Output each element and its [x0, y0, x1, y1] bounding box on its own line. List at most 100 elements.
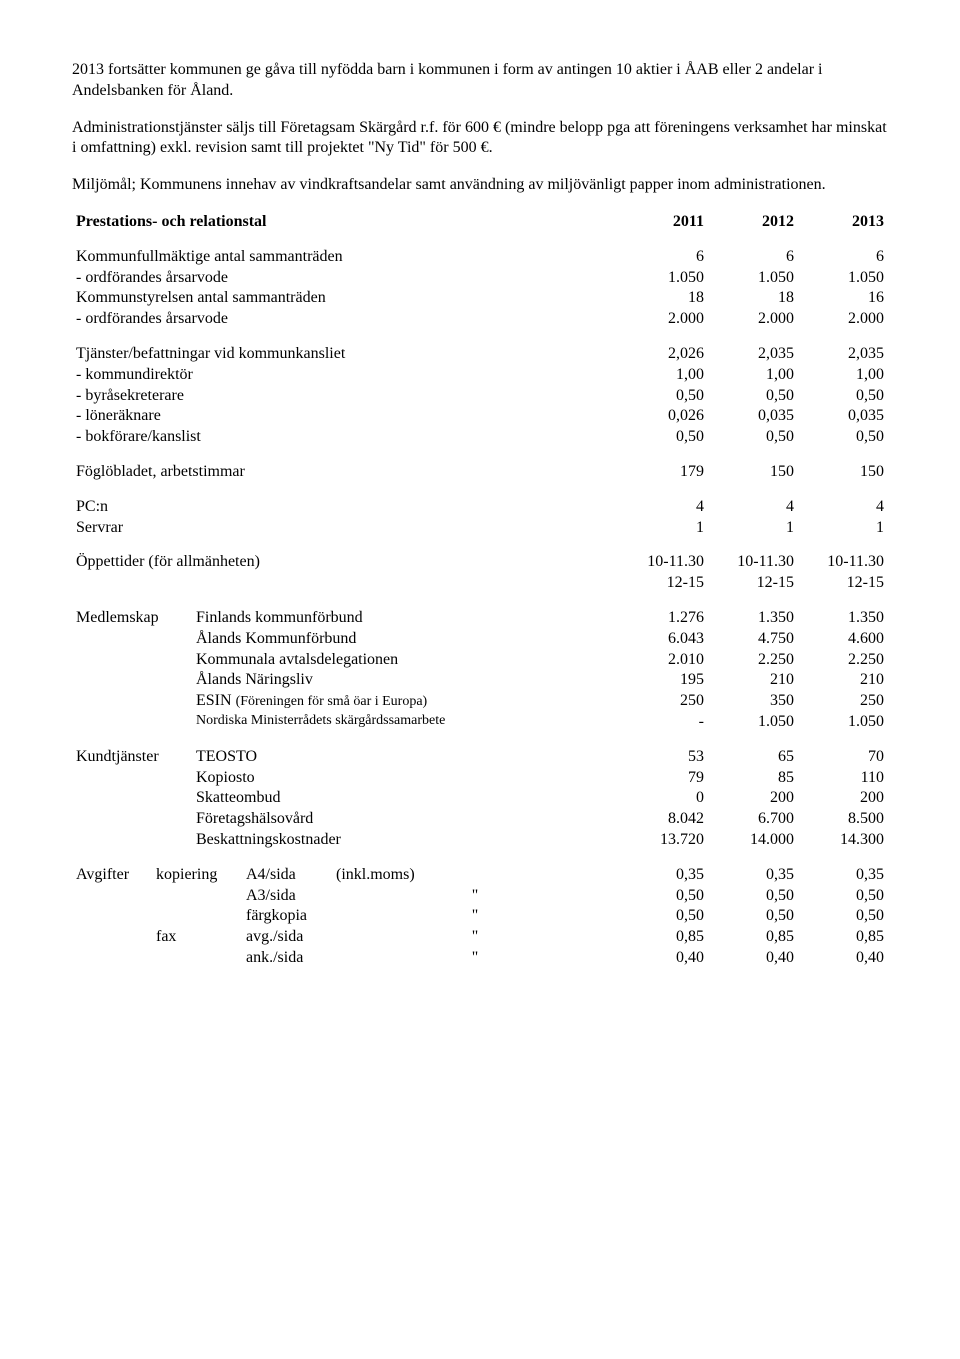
row-value: 0,026: [618, 406, 708, 427]
row-label: färgkopia: [242, 906, 332, 927]
table-row: Föglöbladet, arbetstimmar 179 150 150: [72, 462, 888, 483]
row-value: 1.050: [798, 712, 888, 733]
row-value: 0,85: [798, 927, 888, 948]
row-value: 0,50: [708, 427, 798, 448]
row-value: 110: [798, 768, 888, 789]
row-label: ": [332, 927, 618, 948]
row-value: 0,035: [708, 406, 798, 427]
row-value: 1: [798, 518, 888, 539]
row-label: Nordiska Ministerrådets skärgårdssamarbe…: [192, 712, 618, 733]
row-label: kopiering: [152, 865, 242, 886]
row-value: 1.350: [708, 608, 798, 629]
row-value: 1.276: [618, 608, 708, 629]
table-row: - kommundirektör 1,00 1,00 1,00: [72, 365, 888, 386]
row-label: Skatteombud: [192, 788, 618, 809]
year-2012: 2012: [708, 212, 798, 233]
row-value: 2.010: [618, 650, 708, 671]
row-value: 1,00: [618, 365, 708, 386]
row-label: avg./sida: [242, 927, 332, 948]
row-value: 0,35: [708, 865, 798, 886]
row-value: 65: [708, 747, 798, 768]
row-value: 14.300: [798, 830, 888, 851]
row-value: 1: [618, 518, 708, 539]
table-row: ESIN (Föreningen för små öar i Europa) 2…: [72, 691, 888, 712]
avgifter-table: Avgifter kopiering A4/sida (inkl.moms) 0…: [72, 865, 888, 969]
table-row: Öppettider (för allmänheten) 10-11.30 10…: [72, 552, 888, 573]
kundtjanster-table: Kundtjänster TEOSTO 53 65 70 Kopiosto 79…: [72, 747, 888, 851]
table-row: Kommunstyrelsen antal sammanträden 18 18…: [72, 288, 888, 309]
row-value: 12-15: [708, 573, 798, 594]
row-value: 6.043: [618, 629, 708, 650]
row-value: 0,40: [708, 948, 798, 969]
row-value: 250: [618, 691, 708, 712]
kundtjanster-title: Kundtjänster: [72, 747, 192, 768]
row-label: Ålands Näringsliv: [192, 670, 618, 691]
row-value: 79: [618, 768, 708, 789]
table-row: Ålands Kommunförbund 6.043 4.750 4.600: [72, 629, 888, 650]
row-label: Kommunala avtalsdelegationen: [192, 650, 618, 671]
row-label: Kommunstyrelsen antal sammanträden: [72, 288, 618, 309]
row-value: 1,00: [798, 365, 888, 386]
row-value: 350: [708, 691, 798, 712]
row-value: 200: [708, 788, 798, 809]
row-label: ank./sida: [242, 948, 332, 969]
row-value: 6.700: [708, 809, 798, 830]
row-label: [152, 906, 242, 927]
table-row: Avgifter kopiering A4/sida (inkl.moms) 0…: [72, 865, 888, 886]
row-value: 1.050: [708, 712, 798, 733]
row-label: ": [332, 948, 618, 969]
row-value: 4.750: [708, 629, 798, 650]
table-row: Kommunala avtalsdelegationen 2.010 2.250…: [72, 650, 888, 671]
row-value: 12-15: [618, 573, 708, 594]
row-label: - byråsekreterare: [72, 386, 618, 407]
row-label: Finlands kommunförbund: [192, 608, 618, 629]
table-row: Nordiska Ministerrådets skärgårdssamarbe…: [72, 712, 888, 733]
intro-paragraph-1: 2013 fortsätter kommunen ge gåva till ny…: [72, 60, 888, 102]
row-value: 4: [708, 497, 798, 518]
row-value: 10-11.30: [618, 552, 708, 573]
row-value: 250: [798, 691, 888, 712]
medlemskap-table: Medlemskap Finlands kommunförbund 1.276 …: [72, 608, 888, 733]
table-row: Tjänster/befattningar vid kommunkansliet…: [72, 344, 888, 365]
row-label: Kopiosto: [192, 768, 618, 789]
table-row: Företagshälsovård 8.042 6.700 8.500: [72, 809, 888, 830]
row-value: 4: [798, 497, 888, 518]
row-value: 4.600: [798, 629, 888, 650]
row-label: [72, 573, 618, 594]
row-value: 18: [618, 288, 708, 309]
year-2013: 2013: [798, 212, 888, 233]
row-label: PC:n: [72, 497, 618, 518]
row-value: 0,50: [798, 886, 888, 907]
table-row: - bokförare/kanslist 0,50 0,50 0,50: [72, 427, 888, 448]
row-label: Öppettider (för allmänheten): [72, 552, 618, 573]
row-value: 210: [798, 670, 888, 691]
row-value: 6: [618, 247, 708, 268]
row-label: - kommundirektör: [72, 365, 618, 386]
row-value: 0,50: [798, 386, 888, 407]
row-value: 70: [798, 747, 888, 768]
row-value: 1.350: [798, 608, 888, 629]
row-value: 0,50: [798, 427, 888, 448]
row-value: 18: [708, 288, 798, 309]
table-row: Kundtjänster TEOSTO 53 65 70: [72, 747, 888, 768]
table-row: Kopiosto 79 85 110: [72, 768, 888, 789]
row-value: 14.000: [708, 830, 798, 851]
row-value: 1.050: [618, 268, 708, 289]
table-row: ank./sida " 0,40 0,40 0,40: [72, 948, 888, 969]
row-label: fax: [152, 927, 242, 948]
row-value: 8.042: [618, 809, 708, 830]
row-label: - löneräknare: [72, 406, 618, 427]
main-table: Prestations- och relationstal 2011 2012 …: [72, 212, 888, 594]
row-label: Tjänster/befattningar vid kommunkansliet: [72, 344, 618, 365]
table-row: - byråsekreterare 0,50 0,50 0,50: [72, 386, 888, 407]
row-value: 0,85: [618, 927, 708, 948]
row-label: Föglöbladet, arbetstimmar: [72, 462, 618, 483]
row-value: 10-11.30: [708, 552, 798, 573]
intro-paragraph-3: Miljömål; Kommunens innehav av vindkraft…: [72, 175, 888, 196]
row-value: 0,035: [798, 406, 888, 427]
row-value: 85: [708, 768, 798, 789]
row-value: 0,50: [708, 386, 798, 407]
row-value: 200: [798, 788, 888, 809]
table-row: Medlemskap Finlands kommunförbund 1.276 …: [72, 608, 888, 629]
row-value: 0,50: [708, 886, 798, 907]
